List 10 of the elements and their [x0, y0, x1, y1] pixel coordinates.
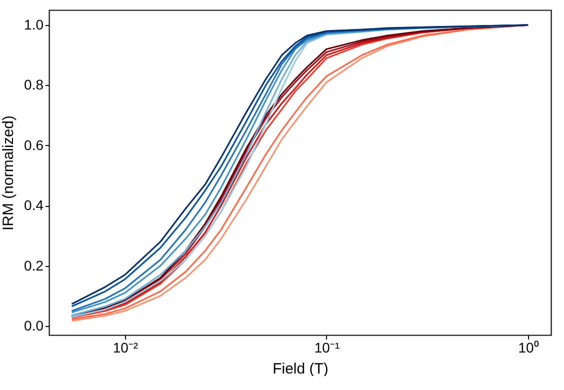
x-tick-label: 10⁰	[518, 340, 539, 356]
x-tick-label: 10⁻²	[112, 340, 138, 356]
y-tick-label: 0.8	[24, 76, 44, 93]
y-tick-label: 1.0	[24, 16, 44, 33]
y-tick-label: 0.4	[24, 197, 44, 214]
y-tick-label: 0.2	[24, 257, 44, 274]
y-axis-title: IRM (normalized)	[0, 115, 18, 231]
x-tick-label: 10⁻¹	[314, 340, 340, 356]
y-tick-label: 0.0	[24, 317, 44, 334]
y-tick-label: 0.6	[24, 136, 44, 153]
